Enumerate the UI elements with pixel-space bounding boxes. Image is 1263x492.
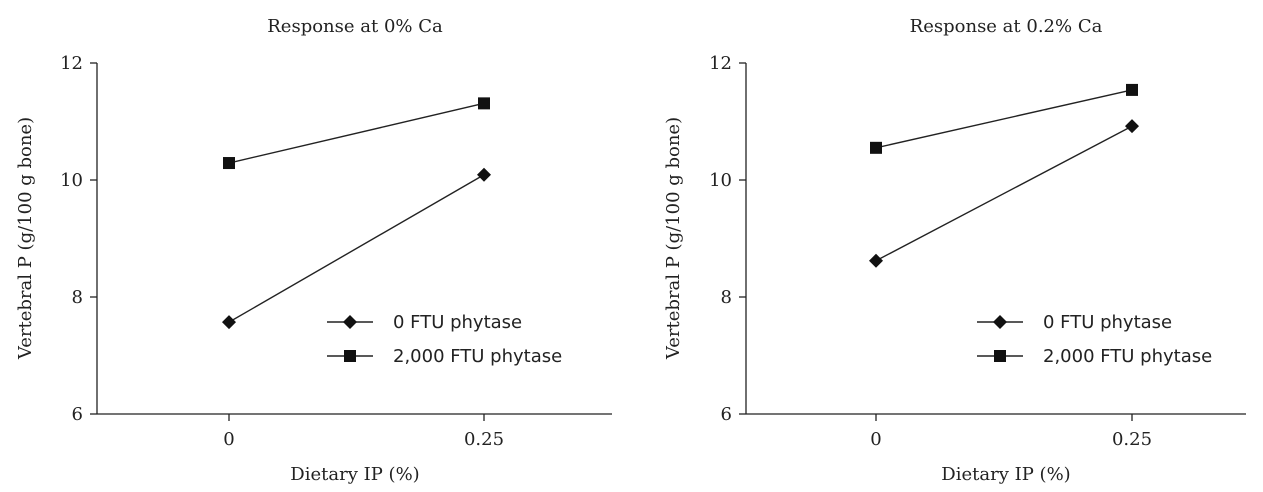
legend-marker bbox=[344, 350, 356, 362]
legend-marker bbox=[343, 315, 357, 329]
chart-title: Response at 0% Ca bbox=[267, 16, 443, 37]
y-axis-title: Vertebral P (g/100 g bone) bbox=[663, 117, 684, 360]
y-tick-label: 8 bbox=[721, 287, 732, 308]
series-line bbox=[228, 102, 485, 164]
chart-title: Response at 0.2% Ca bbox=[910, 16, 1103, 37]
x-tick-label: 0.25 bbox=[464, 429, 504, 450]
square-marker bbox=[1126, 83, 1138, 96]
legend-label: 0 FTU phytase bbox=[393, 312, 522, 333]
diamond-marker bbox=[477, 167, 491, 182]
y-tick-label: 6 bbox=[721, 404, 732, 425]
series-line bbox=[875, 89, 1133, 149]
legend-marker bbox=[993, 315, 1007, 329]
x-tick-label: 0.25 bbox=[1112, 429, 1152, 450]
series-line bbox=[228, 174, 485, 323]
legend-label: 2,000 FTU phytase bbox=[1043, 346, 1212, 367]
square-marker bbox=[223, 157, 235, 170]
legend-label: 0 FTU phytase bbox=[1043, 312, 1172, 333]
y-tick-label: 10 bbox=[709, 170, 732, 191]
diamond-marker bbox=[869, 253, 883, 268]
diamond-marker bbox=[1125, 119, 1139, 134]
series-line bbox=[875, 125, 1133, 262]
x-axis-title: Dietary IP (%) bbox=[290, 464, 419, 485]
chart-panel-ca-0: Response at 0% Ca Dietary IP (%) Vertebr… bbox=[15, 16, 612, 485]
chart-svg-ca-0-2: Response at 0.2% Ca Dietary IP (%) Verte… bbox=[663, 16, 1246, 485]
y-tick-label: 8 bbox=[72, 287, 83, 308]
plot-area: 6 8 10 12 0 0.25 0 FTU phytase 2,000 FTU phytas… bbox=[60, 53, 612, 450]
x-axis-title: Dietary IP (%) bbox=[941, 464, 1070, 485]
x-tick-label: 0 bbox=[870, 429, 881, 450]
square-marker bbox=[478, 97, 490, 110]
y-tick-label: 10 bbox=[60, 170, 83, 191]
x-tick-label: 0 bbox=[223, 429, 234, 450]
legend-marker bbox=[994, 350, 1006, 362]
chart-panel-ca-0-2: Response at 0.2% Ca Dietary IP (%) Verte… bbox=[648, 0, 1263, 492]
square-marker bbox=[870, 141, 882, 154]
legend-label: 2,000 FTU phytase bbox=[393, 346, 562, 367]
chart-svg-ca-0: Response at 0% Ca Dietary IP (%) Vertebr… bbox=[15, 16, 612, 485]
y-axis-title: Vertebral P (g/100 g bone) bbox=[15, 117, 36, 360]
y-tick-label: 6 bbox=[72, 404, 83, 425]
plot-area: 6 8 10 12 0 0.25 0 FTU phytase 2,000 FTU phytas… bbox=[709, 53, 1246, 450]
y-tick-label: 12 bbox=[709, 53, 732, 74]
y-tick-label: 12 bbox=[60, 53, 83, 74]
diamond-marker bbox=[222, 315, 236, 330]
